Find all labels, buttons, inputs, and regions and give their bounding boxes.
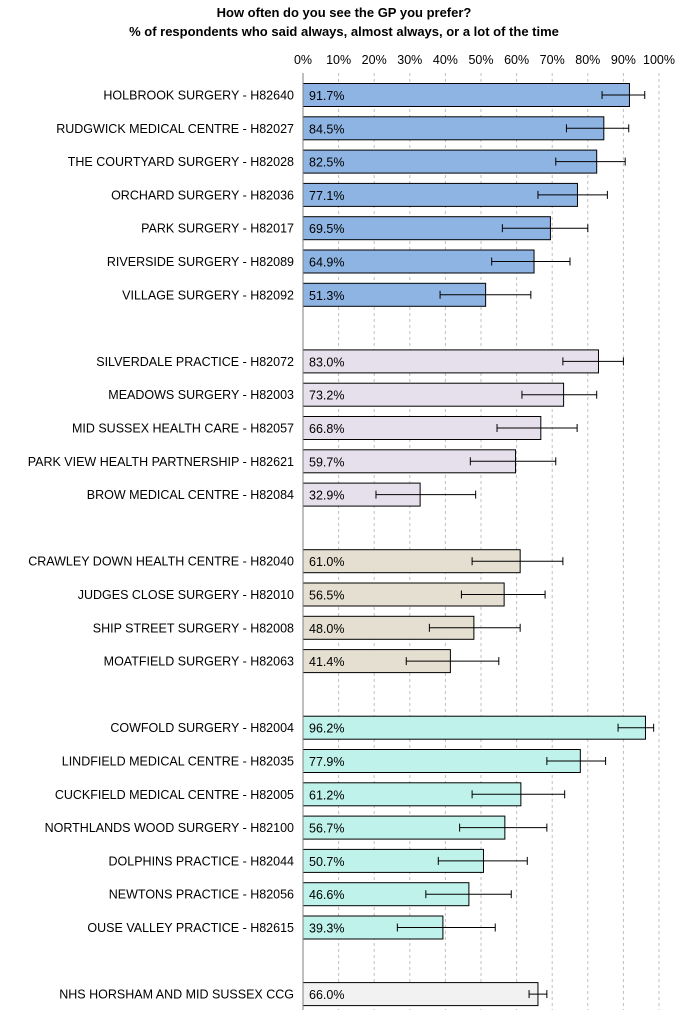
category-label: JUDGES CLOSE SURGERY - H82010 — [78, 588, 294, 602]
bar-row: NHS HORSHAM AND MID SUSSEX CCG 66.0% — [59, 982, 548, 1007]
bar-row: JUDGES CLOSE SURGERY - H82010 56.5% — [78, 582, 546, 607]
data-label: 41.4% — [309, 655, 344, 669]
data-label: 91.7% — [309, 89, 344, 103]
data-label: 64.9% — [309, 256, 344, 270]
x-tick-label: 50% — [468, 53, 493, 67]
category-label: NHS HORSHAM AND MID SUSSEX CCG — [59, 988, 294, 1002]
bar — [302, 149, 598, 174]
bar — [302, 715, 646, 740]
category-label: THE COURTYARD SURGERY - H82028 — [68, 155, 294, 169]
data-label: 73.2% — [309, 389, 344, 403]
bar-row: PARK SURGERY - H82017 69.5% — [141, 216, 589, 241]
category-label: SILVERDALE PRACTICE - H82072 — [96, 355, 294, 369]
x-tick-label: 40% — [433, 53, 458, 67]
data-label: 61.2% — [309, 788, 344, 802]
chart-title: How often do you see the GP you prefer? — [217, 5, 472, 20]
data-label: 84.5% — [309, 122, 344, 136]
category-label: MID SUSSEX HEALTH CARE - H82057 — [72, 422, 294, 436]
category-label: PARK VIEW HEALTH PARTNERSHIP - H82621 — [28, 455, 294, 469]
bar-row: NORTHLANDS WOOD SURGERY - H82100 56.7% — [45, 815, 548, 840]
category-label: RUDGWICK MEDICAL CENTRE - H82027 — [56, 122, 294, 136]
bar-row: DOLPHINS PRACTICE - H82044 50.7% — [109, 848, 528, 873]
data-label: 48.0% — [309, 622, 344, 636]
bar-row: VILLAGE SURGERY - H82092 51.3% — [122, 282, 532, 307]
bar-row: BROW MEDICAL CENTRE - H82084 32.9% — [87, 482, 477, 507]
x-tick-label: 70% — [540, 53, 565, 67]
data-label: 66.0% — [309, 988, 344, 1002]
data-label: 50.7% — [309, 855, 344, 869]
category-label: VILLAGE SURGERY - H82092 — [122, 288, 294, 302]
x-tick-label: 100% — [643, 53, 675, 67]
bar-row: MEADOWS SURGERY - H82003 73.2% — [108, 382, 598, 407]
category-label: NEWTONS PRACTICE - H82056 — [109, 888, 294, 902]
x-tick-label: 80% — [575, 53, 600, 67]
data-label: 32.9% — [309, 489, 344, 503]
data-label: 69.5% — [309, 222, 344, 236]
category-label: PARK SURGERY - H82017 — [141, 222, 294, 236]
data-label: 59.7% — [309, 455, 344, 469]
data-label: 51.3% — [309, 289, 344, 303]
bar — [302, 349, 599, 374]
category-label: MEADOWS SURGERY - H82003 — [108, 388, 294, 402]
bar-row: PARK VIEW HEALTH PARTNERSHIP - H82621 59.… — [28, 449, 557, 474]
data-label: 66.8% — [309, 422, 344, 436]
category-label: NORTHLANDS WOOD SURGERY - H82100 — [45, 821, 294, 835]
bar-row: COWFOLD SURGERY - H82004 96.2% — [110, 715, 655, 740]
data-label: 83.0% — [309, 355, 344, 369]
data-label: 61.0% — [309, 555, 344, 569]
bar-row: OUSE VALLEY PRACTICE - H82615 39.3% — [87, 915, 496, 940]
bar-row: ORCHARD SURGERY - H82036 77.1% — [111, 182, 608, 207]
data-label: 96.2% — [309, 722, 344, 736]
x-tick-label: 30% — [397, 53, 422, 67]
bar-row: RIVERSIDE SURGERY - H82089 64.9% — [107, 249, 571, 274]
data-label: 77.9% — [309, 755, 344, 769]
category-label: CUCKFIELD MEDICAL CENTRE - H82005 — [55, 788, 294, 802]
x-tick-label: 10% — [326, 53, 351, 67]
category-label: CRAWLEY DOWN HEALTH CENTRE - H82040 — [28, 555, 294, 569]
category-label: COWFOLD SURGERY - H82004 — [110, 721, 294, 735]
bar-row: SILVERDALE PRACTICE - H82072 83.0% — [96, 349, 624, 374]
category-label: ORCHARD SURGERY - H82036 — [111, 188, 294, 202]
data-label: 46.6% — [309, 888, 344, 902]
bar-row: CRAWLEY DOWN HEALTH CENTRE - H82040 61.0% — [28, 549, 564, 574]
bar — [302, 83, 630, 107]
category-label: BROW MEDICAL CENTRE - H82084 — [87, 488, 294, 502]
chart-subtitle: % of respondents who said always, almost… — [129, 24, 559, 39]
bar-row: NEWTONS PRACTICE - H82056 46.6% — [109, 882, 512, 907]
category-label: DOLPHINS PRACTICE - H82044 — [109, 854, 295, 868]
x-axis-ticks: 0% 10% 20% 30% 40% 50% 60% 70% 80% 90% 100% — [294, 53, 675, 67]
category-label: LINDFIELD MEDICAL CENTRE - H82035 — [62, 755, 294, 769]
x-tick-label: 60% — [504, 53, 529, 67]
data-label: 39.3% — [309, 922, 344, 936]
bar-row: CUCKFIELD MEDICAL CENTRE - H82005 61.2% — [55, 782, 566, 807]
bar-row: THE COURTYARD SURGERY - H82028 82.5% — [68, 149, 626, 174]
bar-row: RUDGWICK MEDICAL CENTRE - H82027 84.5% — [56, 116, 630, 141]
category-label: SHIP STREET SURGERY - H82008 — [93, 621, 294, 635]
category-label: MOATFIELD SURGERY - H82063 — [104, 655, 294, 669]
category-label: HOLBROOK SURGERY - H82640 — [103, 89, 294, 103]
bar-row: LINDFIELD MEDICAL CENTRE - H82035 77.9% — [62, 749, 607, 773]
bar — [302, 116, 605, 141]
data-label: 77.1% — [309, 189, 344, 203]
data-label: 56.7% — [309, 822, 344, 836]
bar-row: MOATFIELD SURGERY - H82063 41.4% — [104, 649, 500, 674]
x-tick-label: 90% — [611, 53, 636, 67]
category-label: OUSE VALLEY PRACTICE - H82615 — [87, 921, 294, 935]
data-label: 82.5% — [309, 156, 344, 170]
bar — [302, 749, 581, 773]
category-label: RIVERSIDE SURGERY - H82089 — [107, 255, 294, 269]
bars: HOLBROOK SURGERY - H82640 91.7% RUDGWICK M… — [28, 83, 655, 1007]
x-tick-label: 20% — [362, 53, 387, 67]
data-label: 56.5% — [309, 589, 344, 603]
bar-row: HOLBROOK SURGERY - H82640 91.7% — [103, 83, 646, 107]
x-tick-label: 0% — [294, 53, 312, 67]
bar-row: SHIP STREET SURGERY - H82008 48.0% — [93, 615, 521, 640]
bar-row: MID SUSSEX HEALTH CARE - H82057 66.8% — [72, 416, 578, 440]
